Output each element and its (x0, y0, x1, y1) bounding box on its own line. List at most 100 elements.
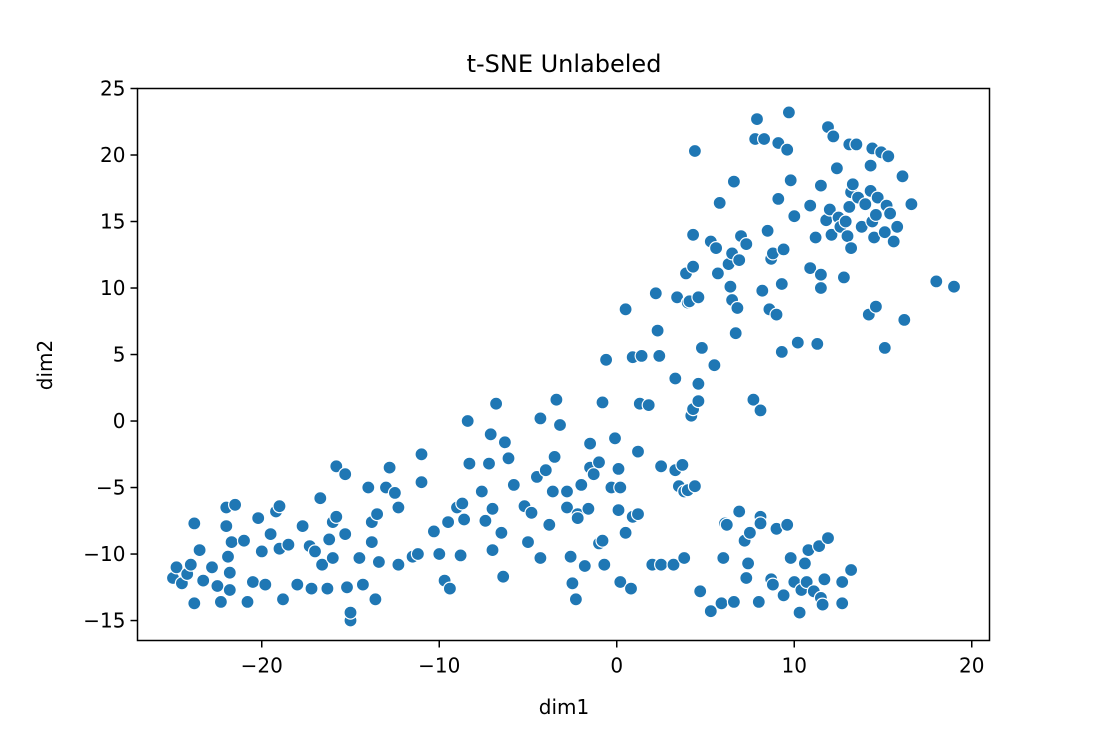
plot-frame (136, 87, 991, 642)
data-point (304, 581, 319, 596)
x-tick-label: 20 (959, 654, 984, 678)
y-tick-label: −15 (83, 609, 125, 633)
data-point (414, 475, 429, 490)
data-point (897, 312, 912, 327)
data-point (742, 525, 758, 540)
data-point (781, 105, 797, 120)
data-point (329, 509, 344, 524)
data-point (364, 534, 379, 550)
data-point (552, 417, 568, 433)
data-point (765, 577, 781, 592)
data-point (712, 195, 727, 210)
data-point (870, 190, 885, 205)
data-point (824, 227, 839, 242)
data-point (703, 604, 718, 619)
data-point (391, 557, 406, 572)
data-point (545, 484, 560, 499)
data-point (675, 457, 690, 472)
data-point (691, 376, 706, 391)
data-point (263, 526, 278, 542)
data-point (726, 594, 742, 610)
data-point (886, 234, 901, 249)
data-point (497, 435, 512, 450)
data-point (877, 225, 892, 240)
data-point (863, 158, 878, 173)
data-point (169, 560, 184, 575)
data-point (868, 207, 884, 222)
data-point (313, 491, 328, 506)
data-point (895, 169, 910, 184)
data-point (322, 532, 337, 547)
data-point (204, 560, 220, 575)
data-point (755, 283, 770, 298)
data-point (568, 592, 584, 607)
data-point (251, 510, 266, 526)
y-tick-label: −5 (96, 476, 125, 500)
data-point (542, 517, 557, 532)
data-point (890, 219, 905, 234)
data-point (707, 358, 722, 373)
data-point (210, 578, 225, 594)
data-point (245, 574, 260, 590)
data-point (719, 517, 734, 532)
data-point (290, 577, 305, 592)
data-point (810, 336, 825, 351)
data-point (258, 577, 273, 592)
data-point (840, 229, 855, 244)
data-point (653, 459, 669, 474)
data-point (325, 550, 340, 566)
data-point (382, 460, 397, 475)
data-point (574, 477, 589, 492)
data-point (506, 477, 521, 492)
data-point (904, 197, 919, 212)
x-tick-label: 0 (610, 654, 623, 678)
data-point (607, 431, 623, 446)
data-point (826, 129, 841, 144)
data-point (790, 335, 805, 350)
data-point (787, 209, 802, 224)
data-point (501, 451, 516, 466)
data-point (877, 340, 892, 355)
data-point (693, 584, 708, 599)
data-point (183, 557, 198, 572)
data-point (457, 512, 472, 527)
data-point (483, 427, 498, 442)
data-point (222, 582, 237, 598)
data-point (845, 177, 860, 192)
data-point (687, 479, 703, 494)
data-point (849, 137, 864, 152)
data-point (666, 557, 681, 572)
data-point (630, 506, 646, 522)
data-point (774, 344, 789, 359)
data-point (868, 299, 884, 314)
data-point (653, 557, 669, 572)
data-point (485, 542, 500, 558)
data-point (760, 223, 775, 238)
data-point (780, 142, 795, 157)
data-point (591, 455, 607, 470)
data-point (352, 550, 367, 566)
data-point (843, 562, 859, 578)
data-point (489, 396, 504, 411)
data-point (630, 444, 646, 459)
data-point (756, 131, 772, 147)
data-point (694, 340, 710, 355)
data-point (691, 290, 706, 305)
data-point (371, 554, 386, 570)
data-point (780, 517, 795, 532)
data-point (687, 143, 703, 159)
data-point (685, 227, 701, 242)
data-point (547, 449, 562, 464)
data-point (240, 594, 255, 610)
data-point (320, 581, 335, 596)
data-point (739, 237, 754, 252)
data-point (577, 558, 592, 574)
data-point (549, 392, 564, 407)
data-point (496, 569, 511, 584)
points-layer (165, 105, 962, 628)
data-point (187, 516, 202, 531)
data-point (295, 518, 310, 534)
data-point (441, 514, 456, 530)
data-point (835, 574, 850, 590)
